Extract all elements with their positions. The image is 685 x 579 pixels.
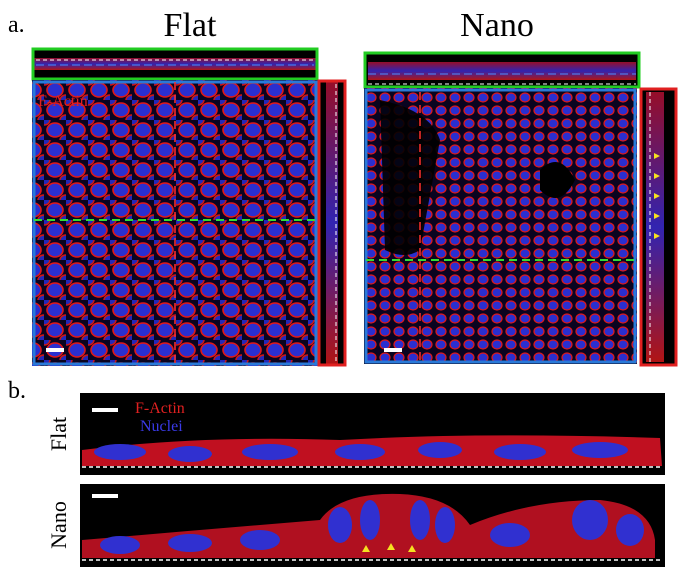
stain-label: F-Actin (38, 93, 88, 110)
legend-entry: F-Actin (135, 400, 185, 417)
legend-entry: Nuclei (140, 418, 183, 435)
panel-label: a. (8, 12, 25, 38)
nano-orthogonal-views (363, 51, 678, 367)
nano-cross-section (80, 484, 665, 567)
row-label: Nano (46, 501, 71, 549)
flat-orthogonal-views: F-Actin (31, 47, 347, 367)
row-label: Flat (46, 417, 71, 451)
panel-label: b. (8, 378, 26, 404)
column-title: Flat (164, 7, 217, 44)
column-title: Nano (460, 7, 534, 44)
flat-cross-section: F-Actin Nuclei (80, 393, 665, 475)
